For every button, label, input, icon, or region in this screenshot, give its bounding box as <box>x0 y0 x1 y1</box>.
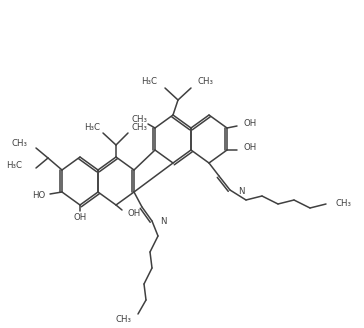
Text: OH: OH <box>243 119 256 129</box>
Text: CH₃: CH₃ <box>335 199 351 209</box>
Text: HO: HO <box>32 192 45 200</box>
Text: CH₃: CH₃ <box>116 316 132 324</box>
Text: CH₃: CH₃ <box>132 115 148 125</box>
Text: N: N <box>238 187 245 195</box>
Text: OH: OH <box>243 144 256 153</box>
Text: H₃C: H₃C <box>141 77 157 87</box>
Text: CH₃: CH₃ <box>198 77 214 87</box>
Text: CH₃: CH₃ <box>131 124 147 133</box>
Text: OH: OH <box>74 213 87 221</box>
Text: OH: OH <box>128 209 141 217</box>
Text: N: N <box>160 217 166 227</box>
Text: H₃C: H₃C <box>6 161 22 171</box>
Text: H₃C: H₃C <box>84 124 100 133</box>
Text: CH₃: CH₃ <box>12 138 28 148</box>
